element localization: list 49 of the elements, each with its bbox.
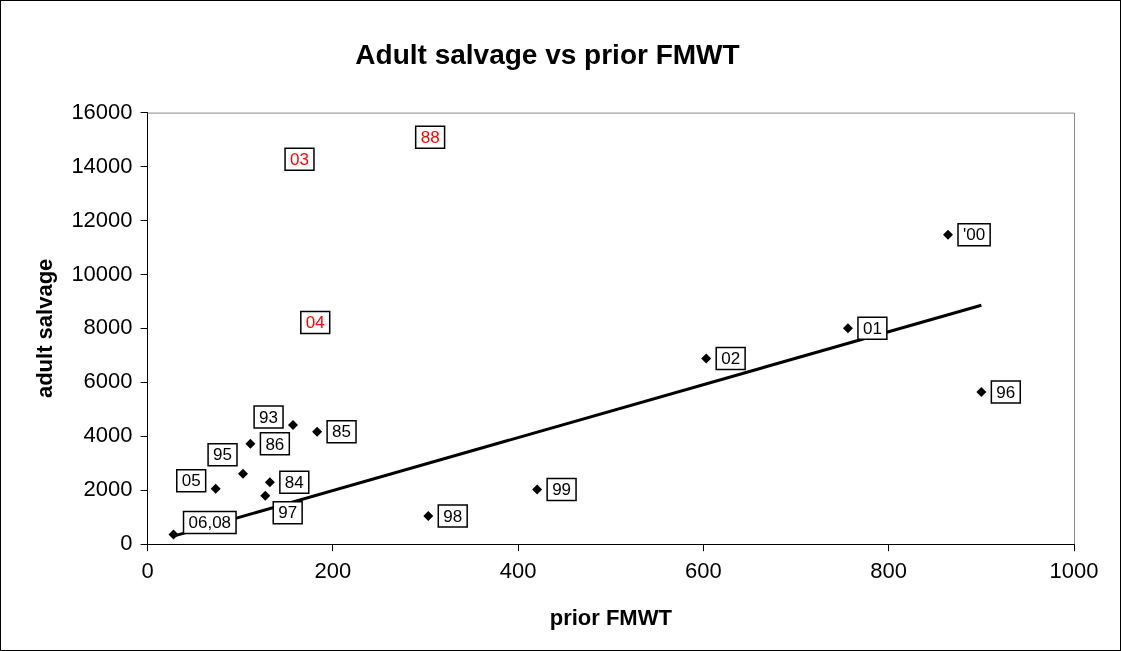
x-tick-label: 400 xyxy=(499,558,537,584)
point xyxy=(245,438,256,449)
y-tick-label: 10000 xyxy=(71,260,133,286)
point xyxy=(976,387,987,398)
point xyxy=(943,229,954,240)
x-tick-label: 600 xyxy=(685,558,722,584)
annotation: 98 xyxy=(443,506,463,526)
chart-title: Adult salvage vs prior FMWT xyxy=(355,38,740,70)
annotation: 93 xyxy=(259,407,279,427)
point xyxy=(288,419,299,430)
point xyxy=(532,484,543,495)
point xyxy=(210,483,221,494)
x-axis-title: prior FMWT xyxy=(549,604,673,630)
annotation: '00 xyxy=(963,225,986,245)
y-tick-label: 6000 xyxy=(83,368,133,394)
annotation: 06,08 xyxy=(188,513,232,533)
point xyxy=(238,468,248,479)
y-tick-label: 4000 xyxy=(83,422,133,448)
annotation: 95 xyxy=(213,445,232,465)
x-tick-label: 0 xyxy=(141,558,154,584)
annotation: 84 xyxy=(284,472,304,492)
y-tick-label: 12000 xyxy=(71,206,133,232)
annotation: 05 xyxy=(181,471,201,491)
annotation: 97 xyxy=(278,503,298,523)
annotation: 96 xyxy=(996,382,1016,402)
point xyxy=(312,426,323,437)
point xyxy=(168,529,179,540)
annotation: 01 xyxy=(862,318,882,338)
annotation: 99 xyxy=(552,480,572,500)
annotation: 86 xyxy=(265,434,285,454)
annotation: 04 xyxy=(305,313,325,333)
annotation: 02 xyxy=(721,349,741,369)
point xyxy=(842,323,853,334)
x-tick-label: 1000 xyxy=(1049,558,1099,584)
y-axis-title: adult salvage xyxy=(32,258,58,399)
y-tick-label: 8000 xyxy=(83,314,133,340)
x-tick-label: 200 xyxy=(314,558,352,584)
point xyxy=(260,490,271,501)
x-tick-label: 800 xyxy=(870,558,908,584)
annotation: 88 xyxy=(420,127,440,147)
annotation: 85 xyxy=(332,422,352,442)
y-tick-label: 14000 xyxy=(71,152,133,178)
annotation: 03 xyxy=(290,149,309,169)
point xyxy=(423,510,434,521)
y-tick-label: 16000 xyxy=(71,98,133,124)
point xyxy=(701,353,712,364)
y-tick-label: 2000 xyxy=(83,476,133,502)
point xyxy=(264,477,275,488)
y-tick-label: 0 xyxy=(120,530,133,556)
